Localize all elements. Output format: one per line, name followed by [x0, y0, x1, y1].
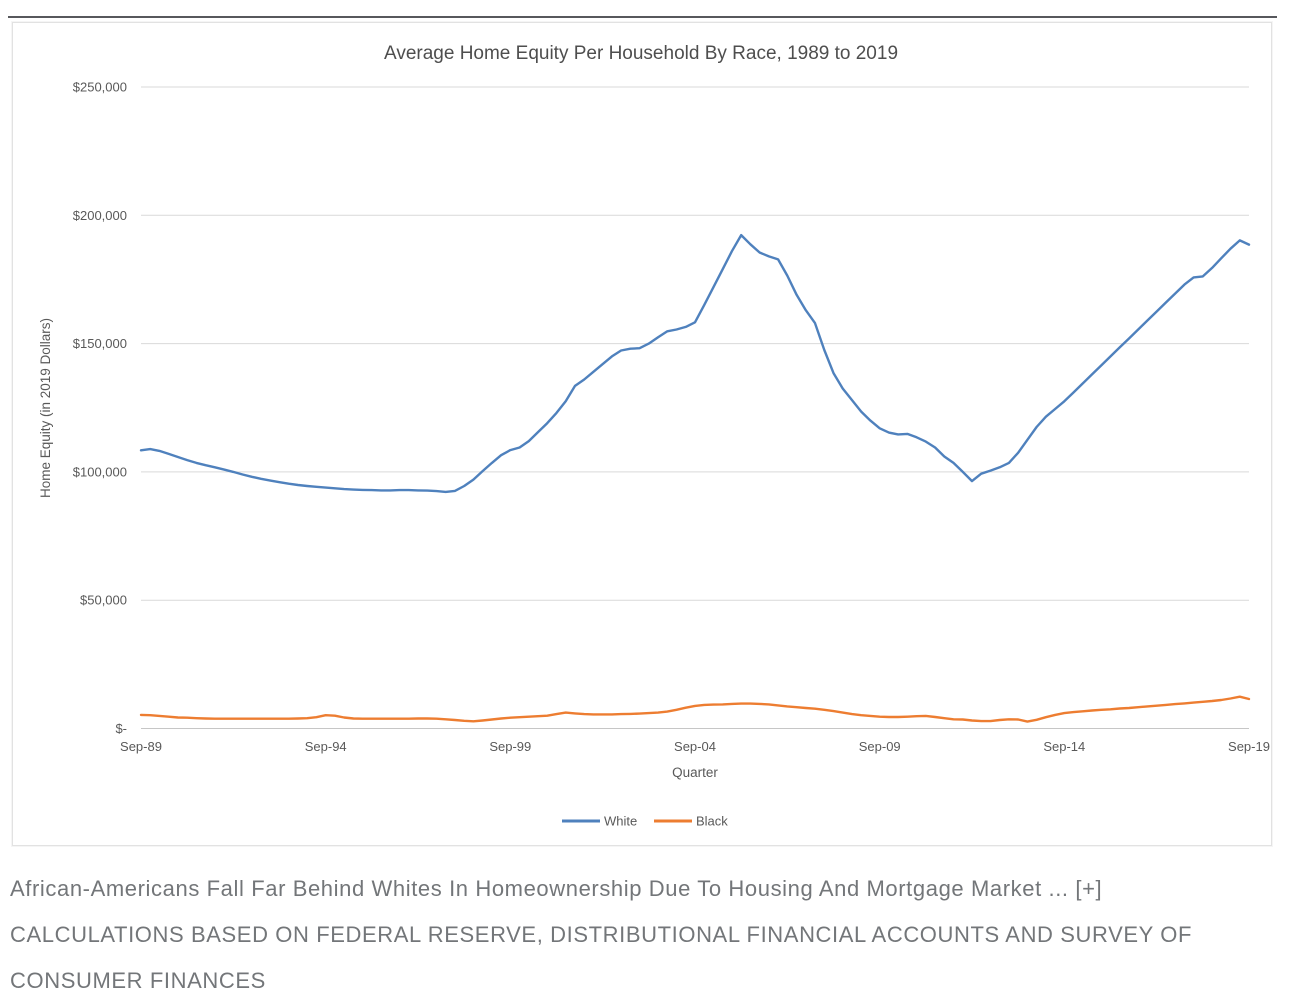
chart-title: Average Home Equity Per Household By Rac…	[384, 43, 898, 64]
y-axis-title: Home Equity (in 2019 Dollars)	[38, 318, 53, 498]
x-tick-label: Sep-14	[1043, 739, 1085, 754]
image-caption: African-Americans Fall Far Behind Whites…	[10, 866, 1304, 1004]
y-tick-label: $100,000	[73, 464, 127, 479]
y-tick-label: $250,000	[73, 80, 127, 95]
chart-container: $- $50,000 $100,000 $150,000 $200,000 $250,00…	[12, 22, 1272, 846]
caption-expand-button[interactable]: [+]	[1075, 876, 1103, 901]
home-equity-line-chart: $- $50,000 $100,000 $150,000 $200,000 $250,00…	[38, 43, 1270, 829]
x-tick-label: Sep-94	[305, 739, 347, 754]
x-tick-label: Sep-89	[120, 739, 162, 754]
x-tick-label: Sep-99	[489, 739, 531, 754]
top-divider	[8, 16, 1277, 18]
y-tick-label: $50,000	[80, 593, 127, 608]
y-tick-label: $-	[115, 721, 127, 736]
black-series-line	[139, 695, 1251, 723]
x-tick-label: Sep-04	[674, 739, 716, 754]
x-tick-label: Sep-19	[1228, 739, 1270, 754]
caption-line-1: African-Americans Fall Far Behind Whites…	[10, 866, 1304, 912]
y-tick-label: $200,000	[73, 208, 127, 223]
caption-line-3: CONSUMER FINANCES	[10, 968, 266, 993]
legend-label-white: White	[604, 814, 637, 829]
y-tick-label: $150,000	[73, 336, 127, 351]
x-tick-label: Sep-09	[859, 739, 901, 754]
caption-text: African-Americans Fall Far Behind Whites…	[10, 876, 1069, 901]
legend-label-black: Black	[696, 814, 728, 829]
caption-line-2: CALCULATIONS BASED ON FEDERAL RESERVE, D…	[10, 922, 1192, 947]
white-series-line	[139, 233, 1251, 494]
x-axis-title: Quarter	[672, 765, 718, 780]
